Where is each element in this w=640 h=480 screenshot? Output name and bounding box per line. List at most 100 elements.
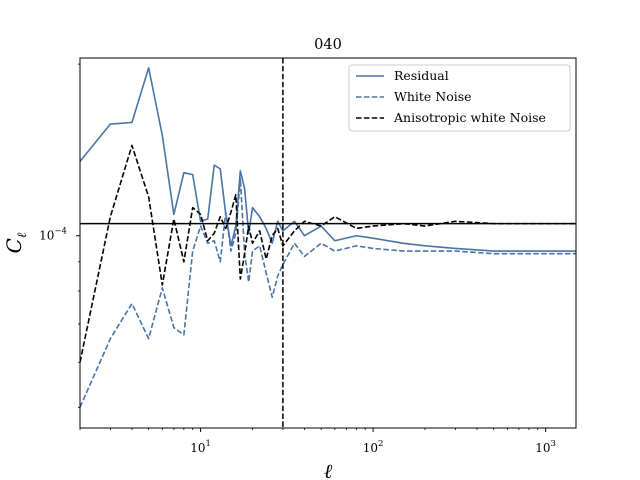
series-1-point bbox=[304, 256, 306, 258]
series-0-point bbox=[528, 250, 530, 252]
series-2-point bbox=[294, 230, 296, 232]
series-2-point bbox=[455, 221, 457, 223]
series-2-point bbox=[277, 228, 279, 230]
series-2-point bbox=[248, 225, 250, 227]
series-2-point bbox=[320, 225, 322, 227]
series-line-residual bbox=[80, 67, 576, 252]
series-1-point bbox=[200, 225, 202, 227]
series-1-point bbox=[240, 178, 242, 180]
series-0-point bbox=[356, 235, 358, 237]
series-1-point bbox=[173, 327, 175, 329]
series-0-point bbox=[244, 188, 246, 190]
series-2-point bbox=[244, 253, 246, 255]
legend: Residual White Noise Anisotropic white N… bbox=[348, 64, 571, 132]
axes-frame bbox=[79, 57, 577, 429]
series-2-point bbox=[235, 194, 237, 196]
series-1-point bbox=[372, 248, 374, 250]
series-1-point bbox=[424, 250, 426, 252]
series-1-point bbox=[230, 250, 232, 252]
series-0-point bbox=[424, 245, 426, 247]
series-2-point bbox=[265, 258, 267, 260]
series-0-point bbox=[259, 216, 261, 218]
plot-area bbox=[80, 58, 576, 428]
series-1-point bbox=[252, 250, 254, 252]
series-0-point bbox=[282, 230, 284, 232]
series-0-point bbox=[192, 174, 194, 176]
y-tick-label: 10−4 bbox=[39, 227, 67, 243]
series-1-point bbox=[265, 272, 267, 274]
y-axis-label: Cℓ bbox=[2, 232, 30, 253]
series-1-point bbox=[148, 338, 150, 340]
series-0-point bbox=[110, 123, 112, 125]
series-2-point bbox=[271, 235, 273, 237]
series-1-point bbox=[207, 242, 209, 244]
series-line-anisotropic-white-noise bbox=[80, 144, 576, 363]
series-1-point bbox=[455, 250, 457, 252]
series-2-point bbox=[304, 221, 306, 223]
series-1-point bbox=[528, 253, 530, 255]
series-1-point bbox=[110, 338, 112, 340]
series-2-point bbox=[213, 232, 215, 234]
series-1-point bbox=[225, 211, 227, 213]
legend-box bbox=[348, 64, 571, 132]
series-2-point bbox=[131, 145, 133, 147]
series-2-point bbox=[225, 228, 227, 230]
axis-ticks: 101 102 103 10−4 bbox=[39, 63, 556, 455]
series-1-point bbox=[403, 250, 405, 252]
series-0-point bbox=[455, 248, 457, 250]
series-2-point bbox=[372, 225, 374, 227]
series-2-point bbox=[356, 228, 358, 230]
series-0-point bbox=[294, 221, 296, 223]
series-2-point bbox=[173, 218, 175, 220]
series-0-point bbox=[265, 228, 267, 230]
x-axis-label: ℓ bbox=[324, 459, 333, 480]
series-1-point bbox=[334, 250, 336, 252]
series-2-point bbox=[424, 225, 426, 227]
x-tick-label: 102 bbox=[363, 439, 384, 455]
series-2-point bbox=[259, 230, 261, 232]
series-1-point bbox=[219, 261, 221, 263]
series-0-point bbox=[252, 207, 254, 209]
legend-label-white-noise: White Noise bbox=[394, 89, 472, 104]
series-0-point bbox=[240, 170, 242, 172]
y-axis-label-main: C bbox=[2, 238, 26, 253]
series-1-point bbox=[183, 334, 185, 336]
series-0-point bbox=[183, 172, 185, 174]
series-line-white-noise bbox=[80, 177, 576, 408]
series-1-point bbox=[294, 242, 296, 244]
series-1-point bbox=[192, 250, 194, 252]
series-2-point bbox=[148, 196, 150, 198]
series-1-point bbox=[162, 287, 164, 289]
x-tick-label: 103 bbox=[535, 439, 556, 455]
series-0-point bbox=[493, 250, 495, 252]
legend-label-anisotropic-noise: Anisotropic white Noise bbox=[393, 110, 546, 125]
series-2-point bbox=[200, 214, 202, 216]
series-1-point bbox=[271, 296, 273, 298]
series-2-point bbox=[207, 240, 209, 242]
series-0-point bbox=[162, 135, 164, 137]
series-0-point bbox=[148, 67, 150, 69]
series-2-point bbox=[334, 216, 336, 218]
series-1-point bbox=[131, 303, 133, 305]
series-0-point bbox=[271, 242, 273, 244]
series-0-point bbox=[207, 218, 209, 220]
series-1-point bbox=[277, 275, 279, 277]
series-1-point bbox=[248, 281, 250, 283]
series-2-point bbox=[110, 216, 112, 218]
series-0-point bbox=[219, 168, 221, 170]
series-2-point bbox=[219, 216, 221, 218]
series-0-point bbox=[372, 237, 374, 239]
series-0-point bbox=[277, 221, 279, 223]
series-0-point bbox=[403, 242, 405, 244]
x-tick-label: 101 bbox=[190, 439, 211, 455]
legend-label-residual: Residual bbox=[394, 68, 449, 83]
series-1-point bbox=[259, 245, 261, 247]
y-axis-label-sub: ℓ bbox=[15, 232, 30, 238]
series-0-point bbox=[304, 235, 306, 237]
series-0-point bbox=[131, 122, 133, 124]
chart-title: 040 bbox=[314, 37, 342, 53]
series-2-point bbox=[252, 242, 254, 244]
series-2-point bbox=[282, 245, 284, 247]
series-1-point bbox=[356, 245, 358, 247]
